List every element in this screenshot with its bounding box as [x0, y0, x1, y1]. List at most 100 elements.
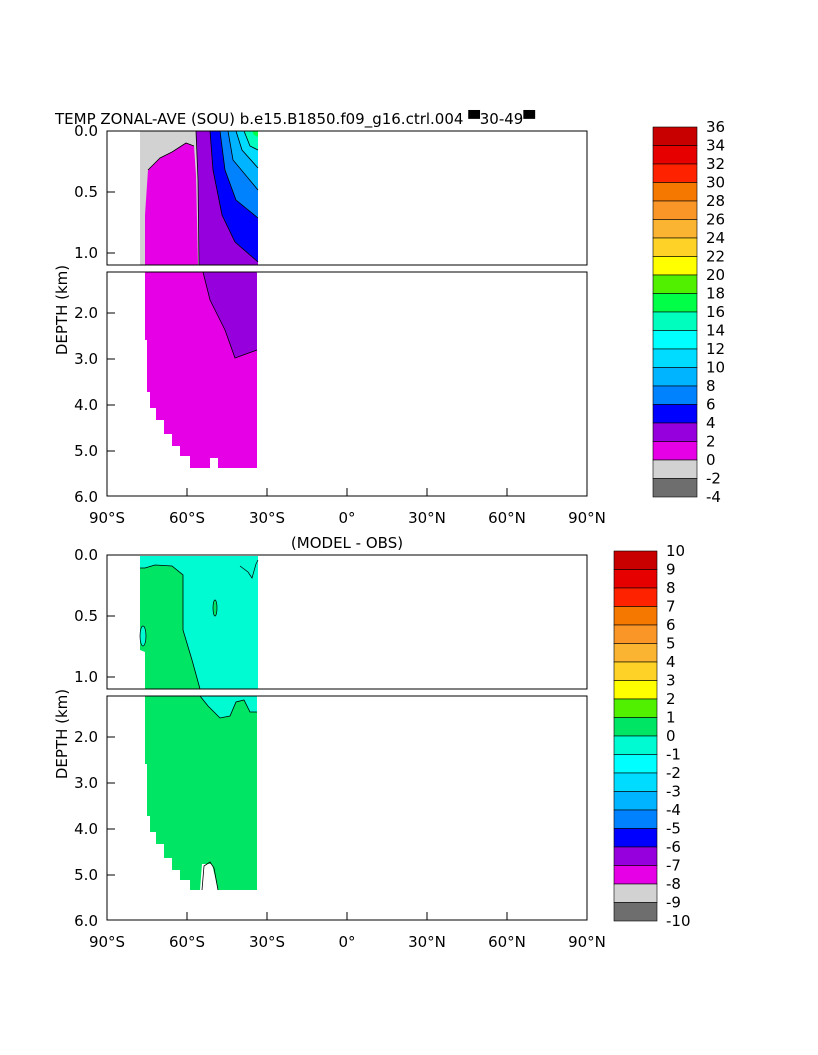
colorbar-swatch [652, 182, 698, 202]
contour-line [227, 130, 259, 191]
field-green [140, 565, 200, 689]
colorbar-label: -2 [666, 764, 681, 782]
y-tick-label: 4.0 [74, 820, 98, 838]
field-magenta-deep [145, 272, 257, 468]
x-tick-label: 90°S [89, 509, 125, 527]
colorbar-swatch [613, 828, 658, 848]
field-blue [210, 131, 258, 262]
colorbar-label: 16 [706, 303, 725, 321]
field-green [252, 131, 258, 137]
x-tick-label: 30°S [249, 509, 285, 527]
colorbar-label: 4 [706, 414, 716, 432]
colorbar-swatch [652, 367, 698, 387]
colorbar-swatch [652, 348, 698, 368]
upper-diff-frame [106, 554, 588, 690]
x-tick-label: 90°N [568, 509, 606, 527]
colorbar-swatch [652, 311, 698, 331]
lower-diff-field [145, 695, 257, 891]
x-tick-label: 60°S [169, 933, 205, 951]
colorbar-label: -3 [666, 783, 681, 801]
field-green-patch [139, 625, 147, 647]
colorbar-label: -4 [706, 488, 721, 506]
colorbar-swatch [613, 698, 658, 718]
y-tick-label: 0.0 [74, 546, 98, 564]
field-cyan2 [236, 131, 258, 168]
x-tick-label: 60°N [488, 509, 526, 527]
y-axis-label: DEPTH (km) [53, 689, 71, 779]
colorbar-label: 22 [706, 248, 725, 266]
y-tick-label: 2.0 [74, 304, 98, 322]
colorbar-swatch [652, 163, 698, 183]
colorbar-swatch [613, 883, 658, 903]
colorbar-swatch [652, 330, 698, 350]
colorbar-label: 0 [706, 451, 716, 469]
colorbar-label: 4 [666, 653, 676, 671]
x-tick-label: 0° [338, 933, 355, 951]
colorbar-swatch [652, 441, 698, 461]
colorbar-swatch [613, 791, 658, 811]
colorbar-swatch [613, 550, 658, 570]
colorbar-swatch [613, 643, 658, 663]
colorbar-label: -4 [666, 801, 681, 819]
x-tick-label: 60°N [488, 933, 526, 951]
colorbar-swatch [613, 569, 658, 589]
colorbar-label: 28 [706, 192, 725, 210]
contour-line [201, 861, 219, 891]
colorbar-label: -2 [706, 470, 721, 488]
colorbar-label: 36 [706, 118, 725, 136]
colorbar-swatch [613, 809, 658, 829]
x-tick-label: 0° [338, 509, 355, 527]
x-tick-label: 30°N [408, 509, 446, 527]
colorbar-label: 14 [706, 322, 725, 340]
y-tick-label: 0.5 [74, 607, 98, 625]
field-cyan [140, 556, 258, 689]
x-tick-label: 90°S [89, 933, 125, 951]
colorbar-label: 7 [666, 598, 676, 616]
colorbar-swatch [613, 680, 658, 700]
colorbar-label: 10 [706, 359, 725, 377]
colorbar-swatch [652, 274, 698, 294]
colorbar-label: 2 [706, 433, 716, 451]
field-sky [228, 131, 258, 190]
y-tick-label: 3.0 [74, 350, 98, 368]
y-tick-label: 0.0 [74, 122, 98, 140]
field-magenta [145, 143, 198, 265]
y-tick-label: 6.0 [74, 912, 98, 930]
colorbar-label: 6 [706, 396, 716, 414]
contour-line [235, 130, 259, 169]
colorbar-swatch [613, 902, 658, 922]
contour-line [199, 695, 257, 719]
contour-line [209, 130, 259, 263]
colorbar-label: 34 [706, 137, 725, 155]
colorbar-label: -7 [666, 857, 681, 875]
colorbar-swatch [652, 459, 698, 479]
colorbar-swatch [652, 237, 698, 257]
colorbar-label: 20 [706, 266, 725, 284]
y-tick-label: 1.0 [74, 244, 98, 262]
contour-line [147, 142, 195, 171]
contour-line [140, 564, 201, 690]
lower-temp-field [145, 271, 258, 468]
colorbar-swatch [613, 846, 658, 866]
y-tick-label: 5.0 [74, 442, 98, 460]
colorbar-swatch [613, 606, 658, 626]
y-tick-label: 3.0 [74, 774, 98, 792]
field-green-patch [212, 599, 218, 617]
colorbar-label: 26 [706, 211, 725, 229]
colorbar-label: -10 [666, 912, 691, 930]
colorbar-swatch [652, 422, 698, 442]
y-tick-label: 4.0 [74, 396, 98, 414]
colorbar-label: 9 [666, 561, 676, 579]
colorbar-label: -1 [666, 746, 681, 764]
colorbar-swatch [652, 219, 698, 239]
colorbar-swatch [613, 735, 658, 755]
contour-line [195, 130, 200, 266]
x-tick-label: 60°S [169, 509, 205, 527]
colorbar-swatch [652, 293, 698, 313]
upper-panel-frame [106, 130, 588, 266]
chart-title: TEMP ZONAL-AVE (SOU) b.e15.B1850.f09_g16… [54, 109, 535, 129]
x-tick-label: 30°S [249, 933, 285, 951]
colorbar-label: 6 [666, 616, 676, 634]
field-green-deep [145, 696, 257, 890]
